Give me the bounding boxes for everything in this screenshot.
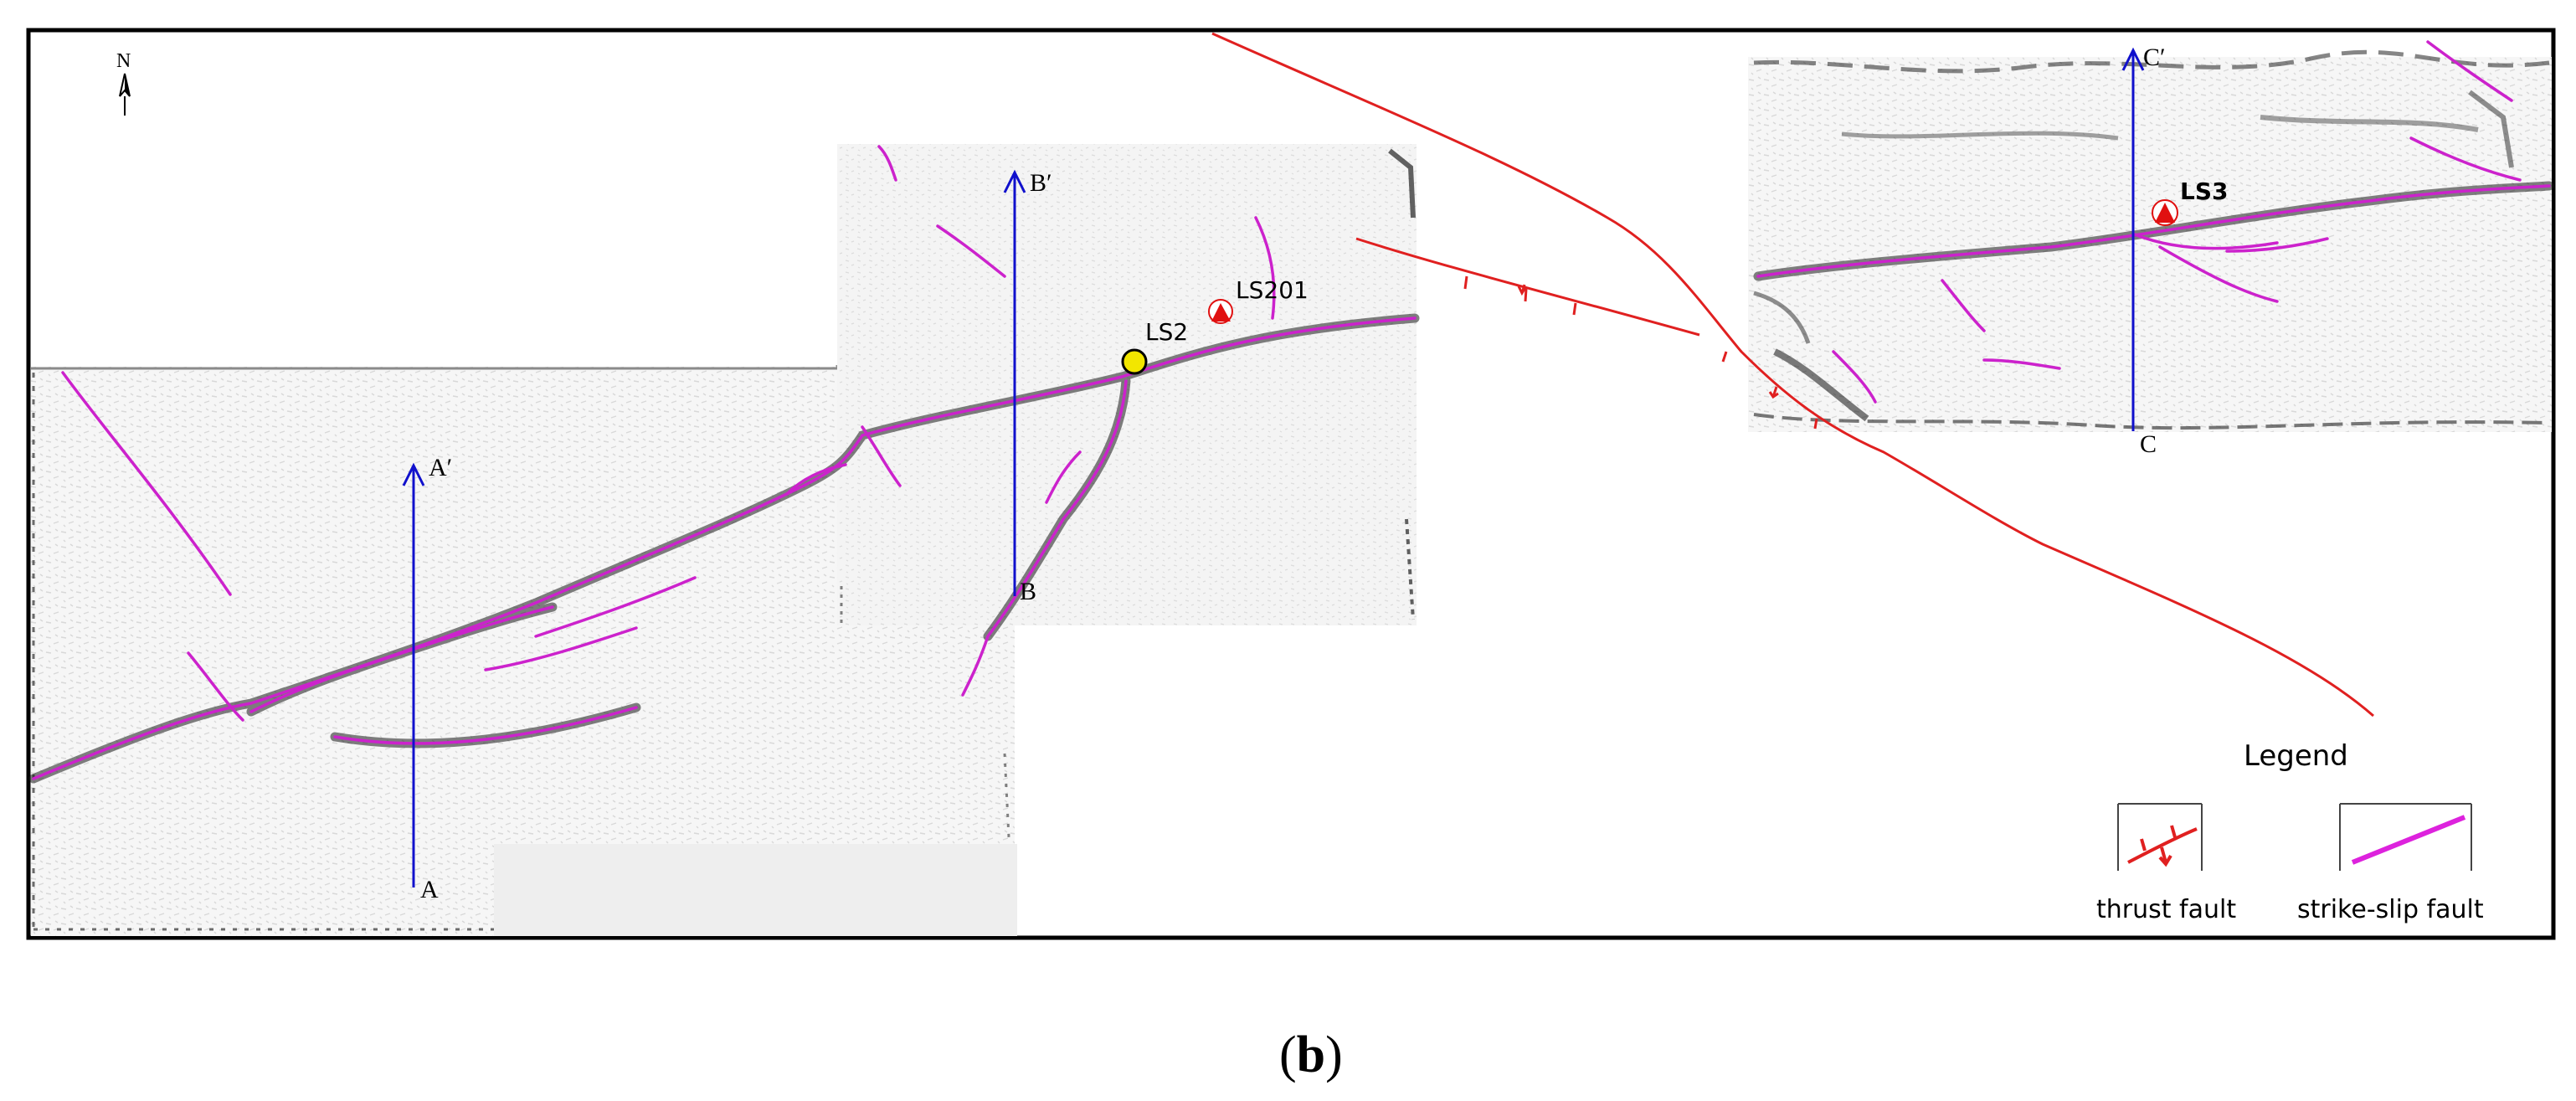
well-ls3: LS3 xyxy=(2152,177,2229,226)
strike-slip-fault-icon xyxy=(2351,815,2466,865)
legend-label-thrust-fault: thrust fault xyxy=(2096,895,2236,924)
profile-a-start-label: A xyxy=(420,876,439,903)
profile-arrow-c xyxy=(2121,47,2145,71)
legend: Legend thrust fault strike-slip fault xyxy=(2096,739,2484,924)
well-ls201-marker xyxy=(1211,303,1231,322)
profile-a-end-label: A′ xyxy=(429,454,452,481)
legend-title: Legend xyxy=(2244,739,2348,773)
profile-c-end-label: C′ xyxy=(2143,44,2166,71)
profile-arrow-b xyxy=(1003,169,1026,193)
well-ls201: LS201 xyxy=(1208,276,1309,324)
well-ls2: LS2 xyxy=(1121,318,1188,375)
seismic-panel-c xyxy=(1748,49,2552,432)
well-ls201-label: LS201 xyxy=(1236,276,1309,304)
thrust-fault-icon xyxy=(2127,825,2198,867)
profile-arrow-a xyxy=(402,462,425,486)
thrust-faults xyxy=(1211,32,2374,718)
well-ls2-label: LS2 xyxy=(1145,318,1188,346)
thrust-fault-branch xyxy=(1355,237,1700,337)
profile-b-end-label: B′ xyxy=(1030,169,1052,197)
thrust-fault-main xyxy=(1211,32,2374,718)
well-ls2-marker xyxy=(1121,348,1148,375)
profile-lines xyxy=(402,47,2145,887)
well-ls3-label: LS3 xyxy=(2180,177,2229,205)
legend-label-strike-slip-fault: strike-slip fault xyxy=(2297,895,2484,924)
legend-item-strike-slip-fault: strike-slip fault xyxy=(2297,803,2484,924)
thrust-fault-ticks xyxy=(1463,275,1818,430)
legend-item-thrust-fault: thrust fault xyxy=(2096,803,2236,924)
panel-label: (b) xyxy=(1279,1026,1343,1083)
profile-b-start-label: B xyxy=(1020,578,1036,605)
well-ls3-marker xyxy=(2155,203,2175,223)
profile-c-start-label: C xyxy=(2140,430,2157,458)
north-arrow-label: N xyxy=(116,50,131,72)
north-arrow: N xyxy=(116,50,131,116)
